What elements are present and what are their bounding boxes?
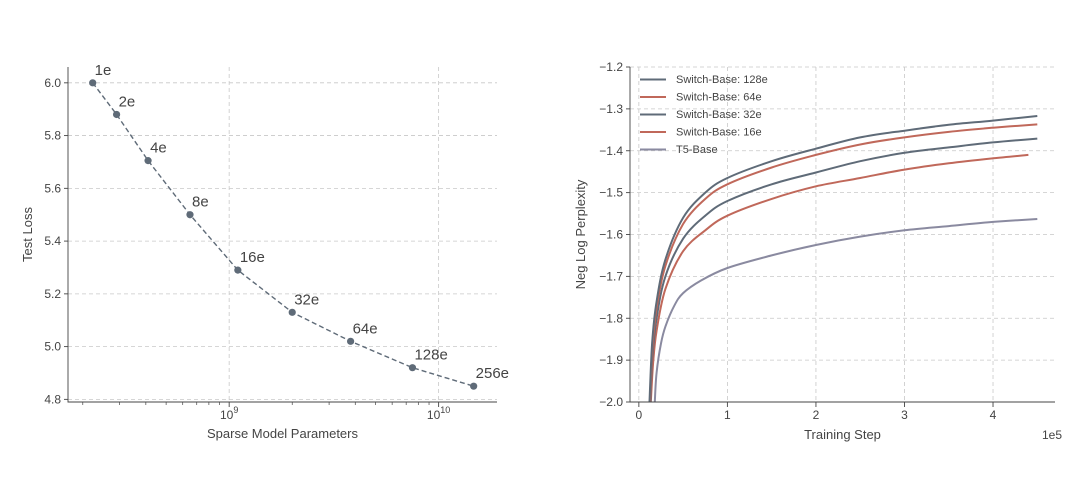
left-y-tick-label: 5.4 bbox=[44, 234, 61, 248]
left-y-tick-label: 5.2 bbox=[44, 287, 61, 301]
right-y-tick-label: −1.6 bbox=[599, 228, 623, 242]
data-point bbox=[234, 266, 242, 274]
right-y-axis-label: Neg Log Perplexity bbox=[573, 179, 588, 289]
series-line bbox=[649, 137, 1038, 402]
right-x-tick-label: 3 bbox=[901, 408, 908, 422]
legend-label: Switch-Base: 32e bbox=[676, 109, 762, 121]
right-x-tick-label: 0 bbox=[636, 408, 643, 422]
data-point bbox=[288, 308, 296, 316]
right-y-tick-label: −2.0 bbox=[599, 395, 623, 409]
point-label: 16e bbox=[240, 249, 265, 266]
test-loss-points bbox=[89, 79, 478, 390]
series-line bbox=[653, 218, 1038, 402]
legend-label: T5-Base bbox=[676, 144, 718, 156]
right-y-tick-label: −1.5 bbox=[599, 186, 623, 200]
right-x-tick-label: 4 bbox=[990, 408, 997, 422]
left-grid bbox=[68, 67, 497, 402]
left-y-tick-label: 4.8 bbox=[44, 392, 61, 406]
test-loss-chart: 1e 2e 4e 8e 16e 32e 64e 128e 256e 4.8 5.0 5.2 5.4 5.… bbox=[20, 62, 509, 441]
data-point bbox=[112, 110, 121, 119]
data-point bbox=[408, 364, 417, 372]
x-axis-multiplier: 1e5 bbox=[1042, 428, 1062, 442]
point-label: 64e bbox=[353, 320, 378, 337]
legend-label: Switch-Base: 64e bbox=[676, 92, 762, 104]
point-label: 2e bbox=[119, 93, 136, 110]
left-y-tick-label: 5.6 bbox=[44, 181, 61, 195]
series-line bbox=[648, 115, 1038, 402]
tick-exponent: 9 bbox=[233, 405, 238, 415]
left-x-tick-label: 109 bbox=[220, 405, 238, 422]
data-point bbox=[89, 79, 97, 87]
expert-count-labels: 1e 2e 4e 8e 16e 32e 64e 128e 256e bbox=[95, 62, 509, 382]
right-y-tick-label: −1.2 bbox=[599, 60, 623, 74]
legend-label: Switch-Base: 128e bbox=[676, 74, 768, 86]
data-point bbox=[186, 211, 194, 219]
tick-base: 10 bbox=[427, 408, 441, 422]
point-label: 1e bbox=[95, 62, 112, 79]
left-y-tick-label: 6.0 bbox=[44, 76, 61, 90]
right-y-tick-label: −1.7 bbox=[599, 269, 623, 283]
left-y-tick-label: 5.0 bbox=[44, 340, 61, 354]
point-label: 256e bbox=[476, 365, 509, 382]
right-y-tick-label: −1.8 bbox=[599, 311, 623, 325]
right-y-tick-label: −1.4 bbox=[599, 144, 623, 158]
test-loss-line bbox=[92, 82, 474, 387]
right-x-axis-label: Training Step bbox=[804, 427, 881, 442]
left-y-tick-label: 5.8 bbox=[44, 129, 61, 143]
right-x-tick-label: 2 bbox=[813, 408, 820, 422]
legend-label: Switch-Base: 16e bbox=[676, 127, 762, 139]
left-x-axis-label: Sparse Model Parameters bbox=[207, 426, 359, 441]
left-x-tick-label: 1010 bbox=[427, 405, 450, 422]
series-line bbox=[649, 153, 1029, 402]
data-point bbox=[144, 157, 152, 165]
right-ticks: −2.0 −1.9 −1.8 −1.7 −1.6 −1.5 −1.4 −1.3 −1.2 0 1 2 3… bbox=[599, 60, 996, 422]
point-label: 32e bbox=[294, 291, 319, 308]
point-label: 4e bbox=[150, 140, 167, 157]
point-label: 8e bbox=[192, 194, 209, 211]
legend: Switch-Base: 128e Switch-Base: 64e Switch-… bbox=[640, 74, 768, 156]
right-y-tick-label: −1.3 bbox=[599, 102, 623, 116]
tick-exponent: 10 bbox=[440, 405, 450, 415]
data-point bbox=[347, 337, 355, 345]
data-point bbox=[470, 382, 478, 390]
left-y-axis-label: Test Loss bbox=[20, 207, 35, 262]
tick-base: 10 bbox=[220, 408, 234, 422]
point-label: 128e bbox=[414, 347, 447, 364]
perplexity-series bbox=[648, 115, 1038, 402]
left-axes-spines bbox=[67, 67, 497, 403]
right-x-tick-label: 1 bbox=[724, 408, 731, 422]
neg-log-perplexity-chart: −2.0 −1.9 −1.8 −1.7 −1.6 −1.5 −1.4 −1.3 −1.2 0 1 2 3… bbox=[573, 60, 1062, 442]
right-y-tick-label: −1.9 bbox=[599, 353, 623, 367]
